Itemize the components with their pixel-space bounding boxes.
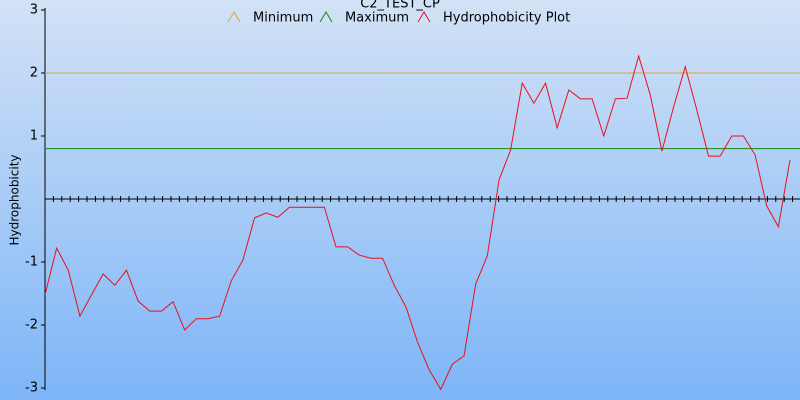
y-tick-label: 2 [30,66,38,81]
y-tick-label: 1 [30,129,38,144]
data-line [44,54,791,391]
legend-icon [227,11,241,23]
legend-label: Hydrophobicity Plot [443,11,570,26]
y-tick-label: -1 [25,255,38,270]
legend-label: Minimum [253,11,313,26]
y-tick-label: -3 [25,381,38,396]
chart-title: C2_TEST_CP [360,0,440,12]
y-tick-label: 3 [30,3,38,18]
legend-icon [319,11,333,23]
legend-label: Maximum [345,11,409,26]
y-axis-label: Hydrophobicity [8,154,22,245]
y-tick-label: -2 [25,318,38,333]
legend-icon [417,11,431,23]
